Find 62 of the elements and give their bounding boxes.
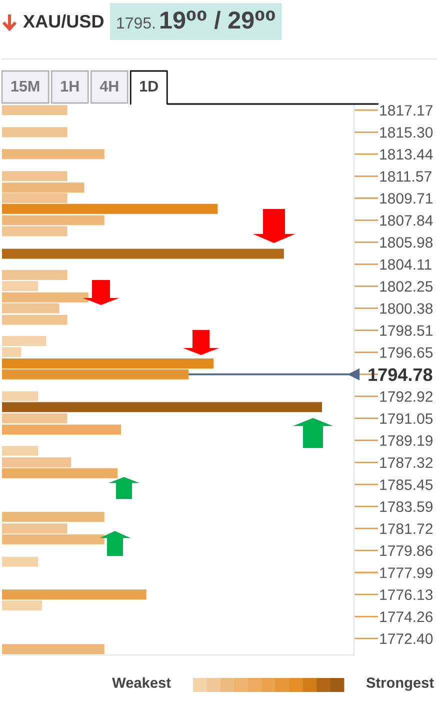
y-tick-label: 1815.30 [380,127,433,138]
bar [2,248,284,259]
y-tick-label: 1804.11 [380,259,432,270]
bar [2,270,68,280]
y-tick-label: 1787.32 [380,457,432,468]
text: 1H [61,80,79,92]
bar [2,402,322,412]
bar [2,512,104,522]
y-tick-label: 1774.26 [380,611,433,622]
bar [2,193,68,204]
y-tick-label: 1792.92 [380,391,432,402]
y-tick-label: 1796.65 [380,347,433,358]
y-tick-label: 1789.19 [380,435,433,446]
bar [2,589,146,600]
y-tick-label: 1802.25 [380,281,433,292]
bar [2,424,122,435]
bar [2,369,189,380]
bar [2,171,68,182]
y-tick-label: 1783.59 [380,501,433,512]
bar [2,358,214,368]
bar [2,468,118,478]
y-tick-label: 1794.78 [368,368,432,382]
y-tick-label: 1781.72 [380,523,432,534]
y-tick-label: 1809.71 [380,193,432,204]
bar [2,446,38,456]
y-tick-label: 1776.13 [380,589,433,600]
bar [2,226,68,236]
chart-subtitle: 1795.19⁰⁰ / 29⁰⁰ [117,10,275,29]
bar [2,556,38,567]
chart-title: XAU/USD [23,14,104,28]
bar [2,127,68,138]
y-tick-label: 1798.51 [380,325,432,336]
bar [2,182,84,193]
y-tick-label: 1791.05 [380,413,433,424]
bar [2,314,68,325]
y-tick-label: 1805.98 [380,237,433,248]
bar [2,204,218,214]
bar [2,391,38,402]
y-tick-label: 1817.17 [380,105,432,116]
text: Strongest [366,678,434,691]
text: Weakest [112,677,171,688]
bar [2,413,68,424]
bar [2,281,38,292]
text: 1D [140,80,158,92]
bar [2,215,104,226]
y-tick-label: 1811.57 [380,171,432,182]
y-tick-label: 1813.44 [380,149,433,160]
y-tick-label: 1800.38 [380,303,433,314]
text: 15M [11,80,40,92]
y-tick-label: 1772.40 [380,633,433,644]
bar [2,105,68,116]
bar [2,523,68,534]
y-tick-label: 1777.99 [380,567,433,578]
bar [2,600,42,610]
y-tick-label: 1785.45 [380,479,433,490]
bar [2,457,72,468]
bar [2,644,104,654]
y-tick-label: 1807.84 [380,215,433,226]
text: 4H [100,80,118,92]
y-tick-label: 1779.86 [380,545,433,556]
bar [2,303,60,314]
bar [2,149,104,160]
